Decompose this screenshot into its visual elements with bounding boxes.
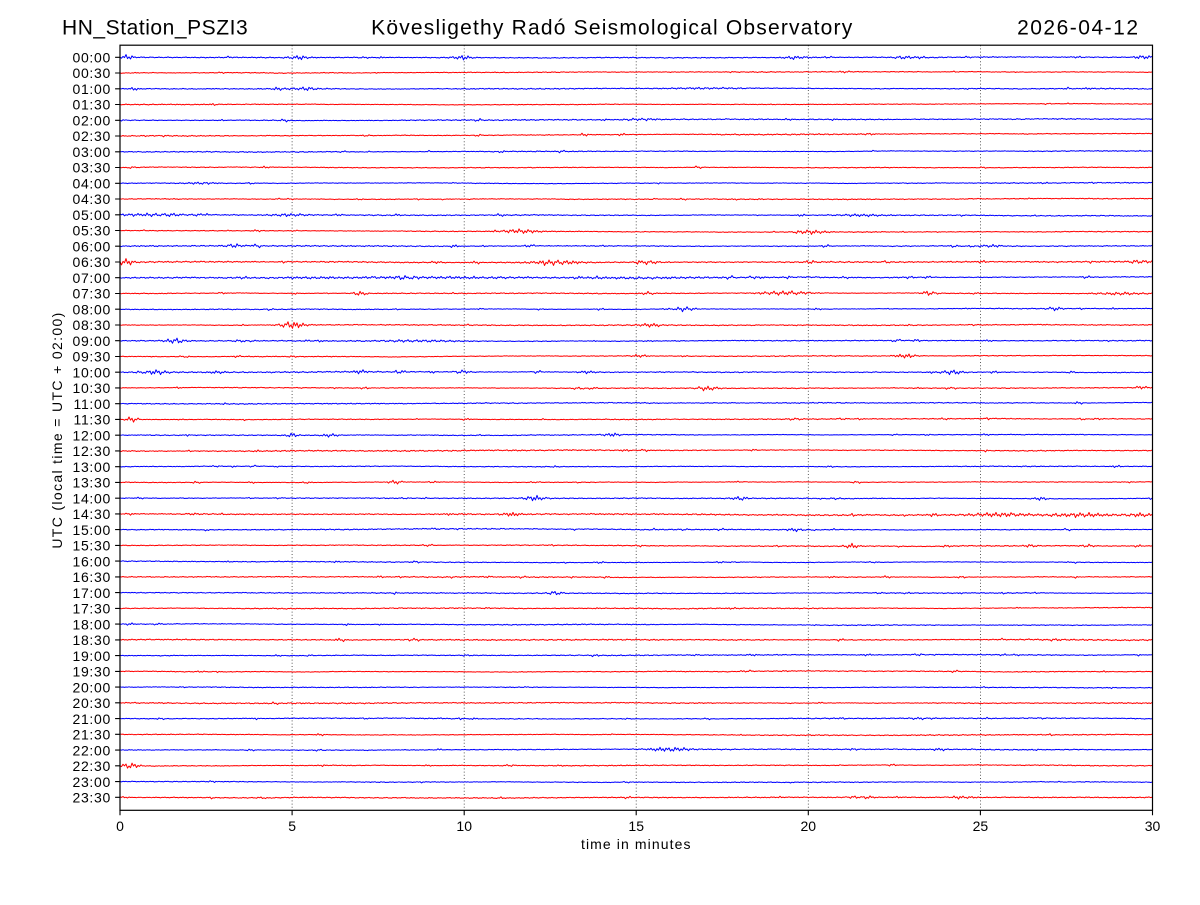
- svg-text:14:00: 14:00: [72, 490, 111, 506]
- svg-text:16:30: 16:30: [72, 569, 111, 585]
- svg-text:22:30: 22:30: [72, 758, 111, 774]
- svg-text:14:30: 14:30: [72, 506, 111, 522]
- svg-text:15:00: 15:00: [72, 522, 111, 538]
- svg-text:02:00: 02:00: [72, 113, 111, 129]
- svg-text:23:00: 23:00: [72, 774, 111, 790]
- svg-text:17:30: 17:30: [72, 601, 111, 617]
- svg-text:19:00: 19:00: [72, 648, 111, 664]
- svg-text:0: 0: [116, 818, 124, 834]
- svg-text:08:30: 08:30: [72, 317, 111, 333]
- svg-text:22:00: 22:00: [72, 742, 111, 758]
- svg-text:11:00: 11:00: [74, 396, 112, 412]
- svg-text:20:00: 20:00: [72, 679, 111, 695]
- svg-text:20:30: 20:30: [72, 695, 111, 711]
- svg-text:00:30: 00:30: [72, 65, 111, 81]
- svg-text:19:30: 19:30: [72, 664, 111, 680]
- svg-text:03:00: 03:00: [72, 144, 111, 160]
- svg-text:time in minutes: time in minutes: [581, 836, 692, 852]
- svg-text:05:30: 05:30: [72, 223, 111, 239]
- svg-text:15: 15: [628, 818, 644, 834]
- svg-text:03:30: 03:30: [72, 160, 111, 176]
- svg-text:UTC (local time = UTC + 02:00): UTC (local time = UTC + 02:00): [49, 311, 65, 548]
- svg-text:16:00: 16:00: [72, 553, 111, 569]
- svg-text:15:30: 15:30: [72, 538, 111, 554]
- svg-text:23:30: 23:30: [72, 790, 111, 806]
- svg-text:30: 30: [1145, 818, 1161, 834]
- svg-text:12:00: 12:00: [72, 427, 111, 443]
- svg-text:20: 20: [801, 818, 817, 834]
- svg-text:10:00: 10:00: [72, 364, 111, 380]
- svg-text:05:00: 05:00: [72, 207, 111, 223]
- svg-text:09:30: 09:30: [72, 349, 111, 365]
- svg-text:04:00: 04:00: [72, 176, 111, 192]
- svg-text:25: 25: [973, 818, 989, 834]
- svg-text:13:30: 13:30: [72, 475, 111, 491]
- svg-text:10:30: 10:30: [72, 380, 111, 396]
- svg-text:HN_Station_PSZI3: HN_Station_PSZI3: [62, 17, 248, 40]
- svg-text:01:30: 01:30: [72, 97, 111, 113]
- svg-text:04:30: 04:30: [72, 191, 111, 207]
- svg-text:06:00: 06:00: [72, 238, 111, 254]
- svg-text:00:00: 00:00: [72, 50, 111, 66]
- svg-text:18:00: 18:00: [72, 616, 111, 632]
- svg-text:10: 10: [456, 818, 472, 834]
- svg-text:02:30: 02:30: [72, 128, 111, 144]
- svg-text:18:30: 18:30: [72, 632, 111, 648]
- svg-text:21:30: 21:30: [72, 727, 111, 743]
- svg-text:01:00: 01:00: [72, 81, 111, 97]
- svg-text:5: 5: [288, 818, 296, 834]
- svg-text:12:30: 12:30: [72, 443, 111, 459]
- svg-text:21:00: 21:00: [72, 711, 111, 727]
- svg-text:09:00: 09:00: [72, 333, 111, 349]
- svg-text:07:00: 07:00: [72, 270, 111, 286]
- svg-text:13:00: 13:00: [72, 459, 111, 475]
- svg-text:17:00: 17:00: [72, 585, 111, 601]
- svg-text:11:30: 11:30: [74, 412, 112, 428]
- svg-text:2026-04-12: 2026-04-12: [1017, 17, 1139, 40]
- svg-text:08:00: 08:00: [72, 301, 111, 317]
- svg-text:07:30: 07:30: [72, 286, 111, 302]
- svg-text:Kövesligethy Radó Seismologica: Kövesligethy Radó Seismological Observat…: [371, 17, 853, 40]
- svg-text:06:30: 06:30: [72, 254, 111, 270]
